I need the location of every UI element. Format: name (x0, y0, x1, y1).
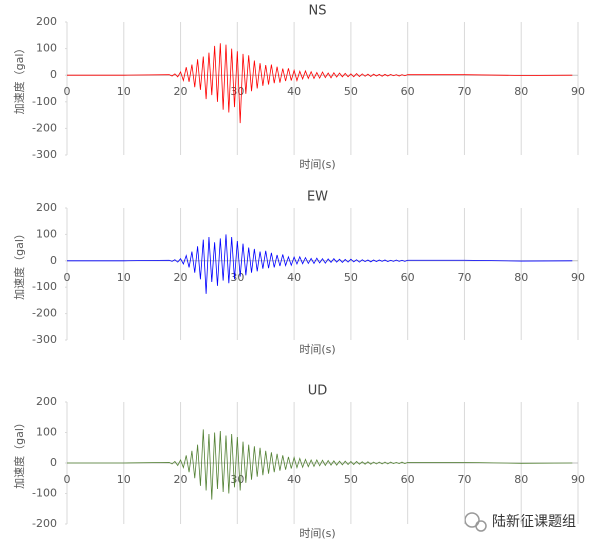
y-tick-label: -300 (32, 148, 57, 161)
y-tick-label: 0 (50, 68, 57, 81)
y-tick-label: -300 (32, 333, 57, 346)
x-tick-label: 50 (344, 473, 358, 486)
x-tick-label: 80 (514, 271, 528, 284)
x-tick-label: 50 (344, 85, 358, 98)
y-tick-label: 200 (36, 395, 57, 408)
x-tick-label: 90 (571, 85, 585, 98)
y-tick-label: -100 (32, 280, 57, 293)
y-tick-label: 200 (36, 15, 57, 28)
x-tick-label: 10 (117, 271, 131, 284)
signal-line (67, 234, 573, 294)
watermark: 陆新征课题组 (464, 512, 576, 532)
x-tick-label: 60 (401, 85, 415, 98)
x-tick-label: 90 (571, 473, 585, 486)
x-tick-label: 50 (344, 271, 358, 284)
x-tick-label: 40 (287, 473, 301, 486)
y-tick-label: -200 (32, 307, 57, 320)
x-axis-label: 时间(s) (299, 527, 335, 540)
x-tick-label: 90 (571, 271, 585, 284)
y-tick-label: 100 (36, 42, 57, 55)
x-tick-label: 80 (514, 473, 528, 486)
x-tick-label: 60 (401, 271, 415, 284)
x-tick-label: 20 (174, 473, 188, 486)
y-axis-label: 加速度（gal） (12, 43, 26, 115)
y-axis-label: 加速度（gal） (12, 417, 26, 489)
x-tick-label: 30 (230, 85, 244, 98)
watermark-icon (475, 520, 487, 532)
x-tick-label: 40 (287, 271, 301, 284)
x-tick-label: 20 (174, 85, 188, 98)
y-tick-label: 0 (50, 456, 57, 469)
x-axis-label: 时间(s) (299, 158, 335, 171)
y-tick-label: 100 (36, 426, 57, 439)
x-tick-label: 30 (230, 271, 244, 284)
y-tick-label: -100 (32, 487, 57, 500)
x-tick-label: 40 (287, 85, 301, 98)
x-tick-label: 70 (457, 271, 471, 284)
x-tick-label: 0 (64, 271, 71, 284)
chart-title: NS (309, 4, 327, 19)
x-axis-label: 时间(s) (299, 343, 335, 356)
y-tick-label: 0 (50, 254, 57, 267)
x-tick-label: 70 (457, 85, 471, 98)
chart-title: UD (308, 384, 328, 399)
y-tick-label: -200 (32, 517, 57, 530)
signal-line (67, 43, 573, 124)
watermark-text: 陆新征课题组 (492, 514, 576, 530)
x-tick-label: 70 (457, 473, 471, 486)
y-tick-label: -200 (32, 121, 57, 134)
x-tick-label: 10 (117, 473, 131, 486)
x-tick-label: 60 (401, 473, 415, 486)
x-tick-label: 0 (64, 473, 71, 486)
watermark-icon (464, 512, 480, 528)
x-tick-label: 80 (514, 85, 528, 98)
y-tick-label: -100 (32, 95, 57, 108)
x-tick-label: 20 (174, 271, 188, 284)
signal-line (67, 429, 573, 500)
y-axis-label: 加速度（gal） (12, 228, 26, 300)
x-tick-label: 0 (64, 85, 71, 98)
x-tick-label: 10 (117, 85, 131, 98)
x-tick-label: 30 (230, 473, 244, 486)
chart-title: EW (307, 190, 328, 205)
y-tick-label: 100 (36, 227, 57, 240)
y-tick-label: 200 (36, 201, 57, 214)
